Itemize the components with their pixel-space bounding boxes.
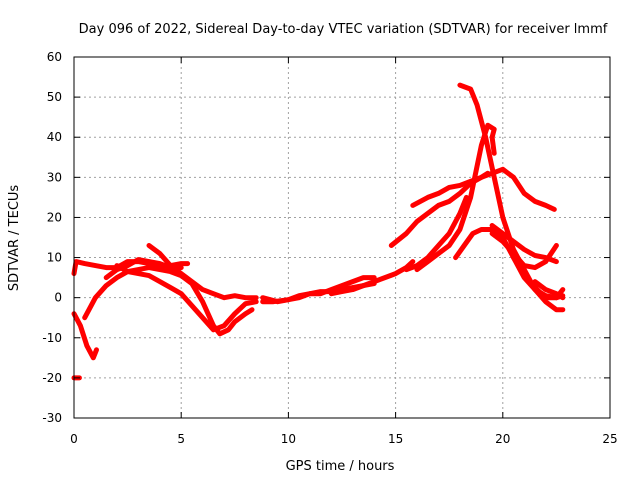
y-axis-ticks: -30 -20 -10 0 10 20 30 40 50 60 (42, 50, 610, 425)
series-line-arc-19 (511, 255, 566, 301)
grid (74, 57, 610, 418)
chart-title: Day 096 of 2022, Sidereal Day-to-day VTE… (79, 22, 608, 37)
y-tick-label: 40 (47, 130, 62, 144)
y-tick-label: -30 (42, 411, 62, 425)
series-line-arc-4 (82, 265, 255, 337)
x-axis-ticks: 0 5 10 15 20 25 (70, 57, 618, 446)
y-tick-label: 60 (47, 50, 62, 64)
x-tick-label: 10 (281, 432, 296, 446)
series-line-arc-8 (260, 259, 416, 305)
series-layer (71, 82, 566, 381)
y-axis-label: SDTVAR / TECUs (7, 185, 22, 292)
series-line-arc-7 (146, 243, 259, 301)
x-tick-label: 5 (177, 432, 185, 446)
series-line-arc-20 (532, 279, 566, 301)
plot-frame (73, 56, 611, 419)
series-line-arc-15 (457, 82, 566, 301)
y-tick-label: -20 (42, 371, 62, 385)
y-tick-label: -10 (42, 331, 62, 345)
series-line-arc-6 (114, 263, 259, 333)
y-tick-label: 30 (47, 170, 62, 184)
series-line-arc-14 (403, 194, 469, 273)
series-line-arc-12 (410, 170, 491, 208)
series-line-arc-2 (71, 311, 99, 361)
y-tick-label: 50 (47, 90, 62, 104)
x-tick-label: 20 (495, 432, 510, 446)
x-tick-label: 15 (388, 432, 403, 446)
series-line-arc-18 (489, 223, 559, 265)
y-tick-label: 10 (47, 251, 62, 265)
series-line-arc-17 (489, 231, 559, 271)
series-line-arc-9 (260, 275, 377, 305)
series-line-arc-13 (414, 122, 497, 273)
x-tick-label: 0 (70, 432, 78, 446)
x-tick-label: 25 (602, 432, 617, 446)
x-axis-label: GPS time / hours (286, 459, 395, 474)
series-line-arc-10 (328, 281, 377, 297)
y-tick-label: 0 (54, 291, 62, 305)
y-tick-label: 20 (47, 210, 62, 224)
